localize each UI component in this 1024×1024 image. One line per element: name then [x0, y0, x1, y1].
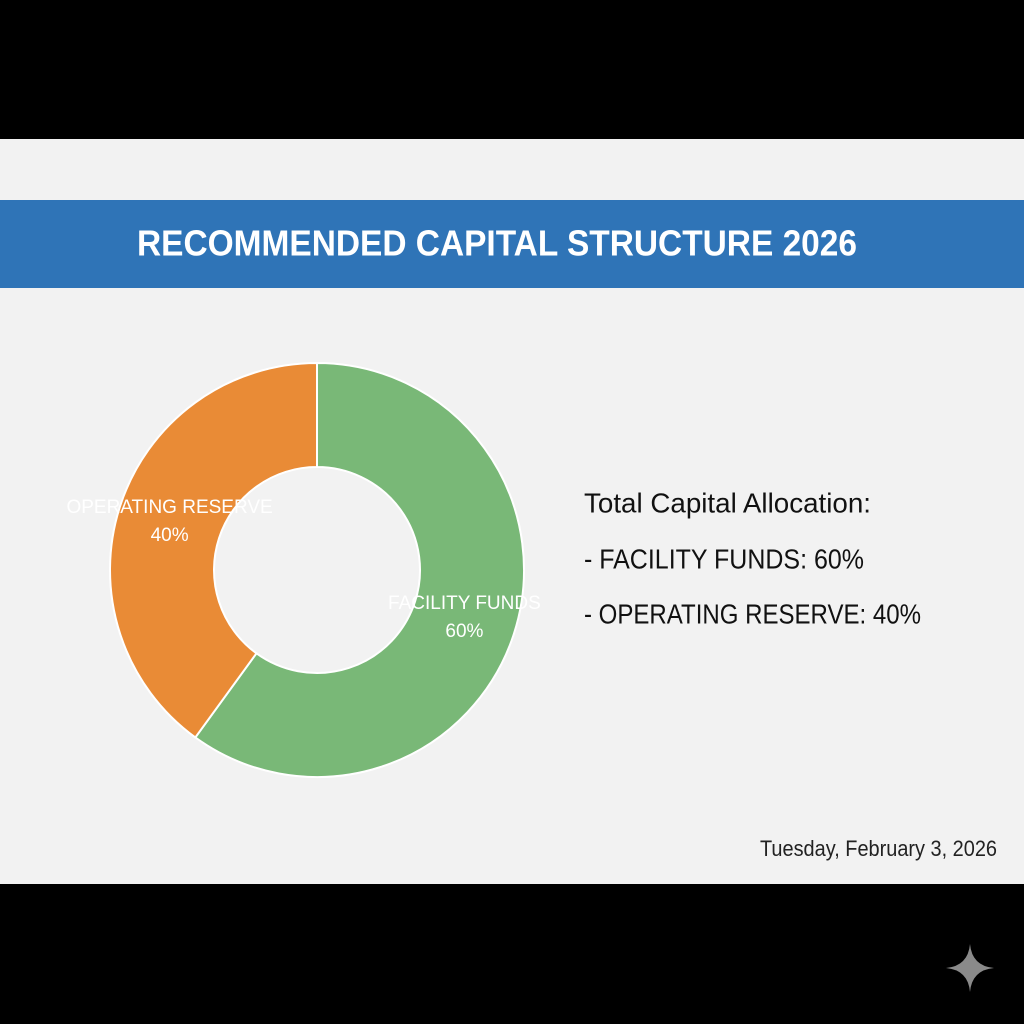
summary-item: - FACILITY FUNDS: 60%	[584, 543, 864, 574]
donut-slice	[193, 361, 525, 778]
chart-title: RECOMMENDED CAPITAL STRUCTURE 2026	[137, 223, 857, 264]
slice-value-label: 40%	[151, 525, 189, 546]
summary-title: Total Capital Allocation:	[584, 487, 871, 518]
title-band	[0, 200, 1024, 288]
slice-value-label: 60%	[445, 621, 483, 642]
slice-label: OPERATING RESERVE	[66, 497, 272, 518]
summary-item: - OPERATING RESERVE: 40%	[584, 598, 921, 629]
slice-label: FACILITY FUNDS	[388, 593, 541, 614]
sparkle-icon	[946, 944, 994, 992]
donut-slice	[109, 361, 318, 739]
date: Tuesday, February 3, 2026	[760, 836, 997, 861]
